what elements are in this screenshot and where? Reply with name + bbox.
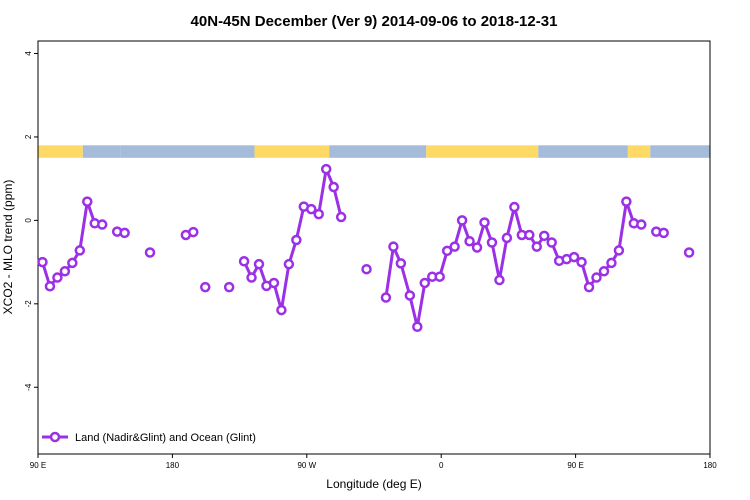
data-point bbox=[419, 277, 431, 289]
strip-segment-land bbox=[627, 145, 651, 158]
data-point bbox=[388, 241, 399, 252]
data-point bbox=[456, 215, 468, 226]
strip-segment-land bbox=[38, 145, 83, 158]
strip-segment-ocean bbox=[538, 145, 628, 158]
data-point bbox=[449, 241, 460, 252]
strip-segment-ocean bbox=[120, 145, 255, 158]
data-point bbox=[621, 196, 632, 207]
chart-title: 40N-45N December (Ver 9) 2014-09-06 to 2… bbox=[191, 13, 558, 30]
x-tick-label: 0 bbox=[439, 461, 444, 470]
data-point bbox=[441, 245, 453, 257]
data-point bbox=[328, 181, 339, 193]
series-line-segment bbox=[41, 200, 103, 288]
data-point bbox=[613, 245, 625, 256]
data-point bbox=[253, 258, 265, 270]
data-point bbox=[144, 247, 156, 258]
data-point bbox=[434, 271, 445, 282]
y-tick-label: -2 bbox=[24, 300, 33, 308]
data-point bbox=[464, 235, 475, 247]
data-point bbox=[361, 263, 372, 275]
strip-segment-land bbox=[426, 145, 539, 158]
data-point bbox=[37, 256, 48, 268]
data-point bbox=[200, 281, 211, 293]
data-point bbox=[52, 272, 63, 283]
data-point bbox=[306, 203, 317, 215]
data-point bbox=[404, 290, 416, 301]
legend-marker bbox=[49, 431, 61, 443]
data-point bbox=[119, 227, 130, 239]
x-axis-label: Longitude (deg E) bbox=[326, 477, 421, 491]
data-point bbox=[524, 229, 535, 241]
legend: Land (Nadir&Glint) and Ocean (Glint) bbox=[42, 431, 256, 444]
data-point bbox=[313, 208, 324, 220]
y-tick-label: 4 bbox=[24, 51, 33, 56]
legend-label: Land (Nadir&Glint) and Ocean (Glint) bbox=[75, 432, 256, 444]
data-point bbox=[276, 304, 287, 316]
strip-segment-ocean bbox=[329, 145, 427, 158]
data-point bbox=[494, 274, 505, 286]
data-point bbox=[246, 272, 257, 283]
data-point bbox=[531, 241, 543, 252]
data-point bbox=[96, 219, 108, 230]
x-axis: 90 E 180 90 W 0 90 E 180 bbox=[30, 454, 717, 470]
x-tick-label: 90 W bbox=[297, 461, 316, 470]
data-point bbox=[320, 163, 332, 175]
data-point bbox=[683, 247, 695, 258]
x-tick-label: 180 bbox=[166, 461, 180, 470]
data-point bbox=[598, 266, 610, 277]
strip-segment-land bbox=[254, 145, 330, 158]
data-point bbox=[380, 292, 392, 303]
data-point bbox=[636, 219, 647, 230]
strip-segment-ocean bbox=[650, 145, 710, 158]
data-point bbox=[546, 237, 557, 248]
data-point bbox=[268, 277, 280, 289]
data-point bbox=[67, 257, 78, 269]
series-line-segment bbox=[384, 200, 642, 329]
x-tick-label: 90 E bbox=[567, 461, 583, 470]
data-point bbox=[335, 211, 347, 223]
data-point bbox=[283, 258, 295, 270]
data-point bbox=[238, 256, 250, 267]
data-point bbox=[188, 226, 199, 238]
data-point bbox=[44, 281, 56, 292]
y-tick-label: -4 bbox=[24, 383, 33, 391]
data-point bbox=[223, 281, 235, 293]
data-point bbox=[471, 242, 483, 253]
data-point bbox=[568, 251, 580, 263]
y-tick-label: 2 bbox=[24, 134, 33, 139]
y-axis: -4 -2 0 2 4 bbox=[24, 51, 38, 391]
strip-segment-ocean bbox=[82, 145, 121, 158]
data-point bbox=[501, 232, 513, 244]
y-tick-label: 0 bbox=[24, 218, 33, 223]
data-point bbox=[59, 266, 71, 277]
x-tick-label: 90 E bbox=[30, 461, 46, 470]
data-point bbox=[74, 245, 86, 256]
data-point bbox=[509, 201, 520, 213]
data-point bbox=[606, 257, 617, 269]
x-tick-label: 180 bbox=[703, 461, 717, 470]
land-ocean-strip bbox=[38, 145, 710, 158]
data-point bbox=[658, 227, 669, 239]
y-axis-label: XCO2 - MLO trend (ppm) bbox=[1, 180, 15, 315]
data-point bbox=[576, 256, 587, 268]
data-point bbox=[538, 230, 550, 242]
data-point bbox=[395, 258, 407, 269]
data-point bbox=[291, 234, 302, 246]
data-point bbox=[412, 321, 423, 333]
data-point bbox=[479, 217, 490, 228]
data-point bbox=[82, 196, 93, 207]
data-point bbox=[486, 237, 498, 248]
plot-frame bbox=[37, 40, 711, 455]
data-point bbox=[591, 272, 602, 283]
series-points bbox=[37, 163, 695, 333]
data-point bbox=[583, 281, 595, 293]
series-lines bbox=[41, 167, 664, 329]
